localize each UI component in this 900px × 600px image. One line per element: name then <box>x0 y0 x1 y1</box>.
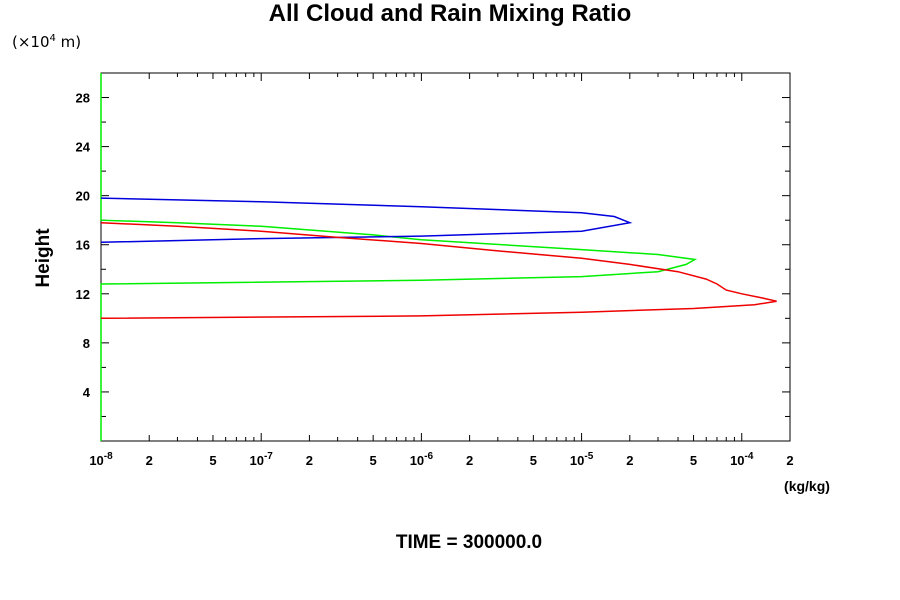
x-tick-label: 5 <box>370 453 377 468</box>
x-tick-base: 5 <box>530 453 537 468</box>
x-tick-label: 10-4 <box>730 451 754 468</box>
x-tick-base: 2 <box>466 453 473 468</box>
x-tick-label: 10-6 <box>410 451 434 468</box>
series-line-2 <box>100 221 777 320</box>
x-tick-exponent: -5 <box>584 451 593 462</box>
chart-title: All Cloud and Rain Mixing Ratio <box>268 0 632 27</box>
x-tick-label: 2 <box>786 453 793 468</box>
x-tick-exponent: -6 <box>424 451 433 462</box>
x-tick-label: 2 <box>146 453 153 468</box>
y-tick-label: 12 <box>76 287 90 302</box>
x-tick-label: 10-5 <box>570 451 594 468</box>
y-tick-label: 8 <box>83 336 90 351</box>
time-label: TIME = 300000.0 <box>395 532 543 553</box>
x-tick-label: 2 <box>626 453 633 468</box>
x-tick-base: 5 <box>370 453 377 468</box>
x-tick-label: 5 <box>209 453 216 468</box>
x-tick-base: 10 <box>410 453 424 468</box>
x-tick-base: 10 <box>570 453 584 468</box>
x-tick-base: 2 <box>306 453 313 468</box>
x-axis: 10-8 2 5 10-7 2 5 10-6 2 5 10-5 2 5 10-4 2 <box>89 73 794 468</box>
y-tick-label: 16 <box>76 238 90 253</box>
x-axis-label: (kg/kg) <box>784 478 830 494</box>
x-tick-label: 5 <box>530 453 537 468</box>
y-tick-label: 20 <box>76 189 90 204</box>
plot-frame <box>100 72 791 442</box>
x-tick-base: 10 <box>89 453 103 468</box>
series-line-1 <box>100 197 633 244</box>
y-tick-label: 4 <box>83 385 91 400</box>
x-tick-base: 2 <box>146 453 153 468</box>
x-tick-exponent: -7 <box>264 451 273 462</box>
plot-border <box>100 72 791 442</box>
x-tick-label: 5 <box>690 453 697 468</box>
x-tick-base: 2 <box>786 453 793 468</box>
y-tick-label: 28 <box>76 91 90 106</box>
x-tick-base: 2 <box>626 453 633 468</box>
x-tick-label: 2 <box>306 453 313 468</box>
y-scale-exponent: 4 <box>49 33 56 44</box>
x-tick-label: 2 <box>466 453 473 468</box>
x-tick-base: 10 <box>250 453 264 468</box>
y-scale-base: (×10 <box>12 33 50 51</box>
series-layer <box>100 73 777 441</box>
series-line-0 <box>100 73 698 441</box>
y-axis-label: Height <box>33 228 54 288</box>
x-tick-exponent: -4 <box>745 451 754 462</box>
x-tick-label: 10-7 <box>250 451 274 468</box>
x-tick-label: 10-8 <box>89 451 113 468</box>
y-scale-suffix: m) <box>55 33 82 51</box>
x-tick-base: 10 <box>730 453 744 468</box>
x-tick-base: 5 <box>209 453 216 468</box>
y-tick-label: 24 <box>76 140 91 155</box>
y-axis: 4 8 12 16 20 24 28 <box>76 91 790 417</box>
y-scale-label: (×104 m) <box>12 33 81 51</box>
x-tick-base: 5 <box>690 453 697 468</box>
x-tick-exponent: -8 <box>104 451 113 462</box>
